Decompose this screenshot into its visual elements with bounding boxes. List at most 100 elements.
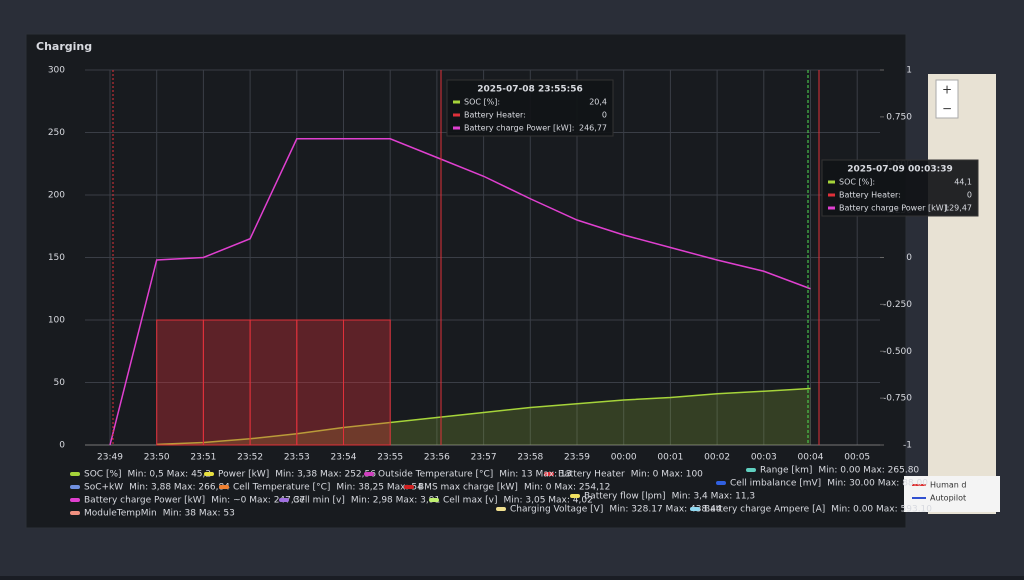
x-tick-label: 23:56 — [424, 453, 450, 463]
y2-tick-label: -1 — [903, 441, 912, 451]
legend-label: Charging Voltage [V] — [510, 505, 603, 515]
heater-bar — [343, 319, 391, 446]
tooltip — [446, 79, 614, 137]
x-tick-label: 00:04 — [798, 453, 824, 463]
legend-stats: Min: 3,4 Max: 11,3 — [672, 492, 756, 502]
map-legend — [904, 476, 1000, 512]
tooltip-label: Battery Heater: — [839, 191, 901, 200]
x-tick-label: 00:01 — [657, 453, 683, 463]
x-tick-label: 23:49 — [97, 453, 123, 463]
legend-item[interactable]: ModuleTempMin Min: 38 Max: 53 — [70, 509, 235, 519]
legend-swatch — [70, 498, 80, 502]
y2-tick-label: -0.750 — [883, 394, 912, 404]
legend-swatch — [70, 511, 80, 515]
legend-label: Cell Temperature [°C] — [233, 483, 330, 493]
legend-swatch — [279, 498, 289, 502]
x-tick-label: 00:02 — [704, 453, 730, 463]
x-tick-label: 23:59 — [564, 453, 590, 463]
legend-stats: Min: 0,5 Max: 45,2 — [128, 470, 212, 480]
tooltip-swatch — [453, 113, 460, 117]
tooltip-label: Battery charge Power [kW]: — [464, 124, 574, 133]
legend-label: Battery charge Ampere [A] — [704, 505, 825, 515]
tooltip-swatch — [828, 206, 835, 210]
legend-stats: Min: 3,88 Max: 266,84 — [129, 483, 230, 493]
legend-label: Range [km] — [760, 466, 812, 476]
legend-swatch — [690, 507, 700, 511]
legend-item[interactable]: Battery flow [lpm] Min: 3,4 Max: 11,3 — [570, 492, 755, 502]
legend-stats: Min: 0.00 Max: 593.10 — [831, 505, 932, 515]
zoom-out[interactable]: − — [942, 102, 952, 116]
legend-stats: Min: 38,25 Max: 54 — [336, 483, 423, 493]
legend-stats: Min: 3,05 Max: 4,02 — [504, 496, 593, 506]
legend-stats: Min: 30.00 Max: 88.00 — [827, 479, 928, 489]
legend-item[interactable]: SoC+kW Min: 3,88 Max: 266,84 — [70, 483, 230, 493]
x-tick-label: 23:54 — [331, 453, 357, 463]
series-line — [109, 138, 811, 446]
legend-stats: Min: 328.17 Max: 438.44 — [609, 505, 721, 515]
tooltip-label: Battery Heater: — [464, 111, 526, 120]
heater-bar — [202, 319, 251, 446]
x-tick-label: 23:58 — [517, 453, 543, 463]
legend-stats: Min: 0 Max: 100 — [631, 470, 703, 480]
legend-label: Outside Temperature [°C] — [378, 470, 493, 480]
legend-item[interactable]: Cell Temperature [°C] Min: 38,25 Max: 54 — [219, 483, 423, 493]
tooltip-swatch — [828, 180, 835, 184]
x-tick-label: 00:05 — [844, 453, 870, 463]
legend-label: Cell min [v] — [293, 496, 345, 506]
y2-tick-label: 1 — [906, 66, 912, 76]
zoom-in[interactable]: + — [942, 83, 952, 97]
legend-item[interactable]: Charging Voltage [V] Min: 328.17 Max: 438… — [496, 505, 722, 515]
x-tick-label: 23:51 — [190, 453, 216, 463]
chart-title: Charging — [36, 40, 92, 53]
y-tick-label: 50 — [54, 378, 66, 388]
legend-label: Cell imbalance [mV] — [730, 479, 821, 489]
tooltip-label: Battery charge Power [kW]: — [839, 204, 949, 213]
legend-label: SOC [%] — [84, 470, 122, 480]
legend-swatch — [404, 485, 414, 489]
legend-item[interactable]: Cell min [v] Min: 2,98 Max: 3,91 — [279, 496, 440, 506]
legend-label: SoC+kW — [84, 483, 123, 493]
series-line — [156, 387, 811, 446]
x-tick-label: 23:52 — [237, 453, 263, 463]
x-tick-label: 00:03 — [751, 453, 777, 463]
legend-label: Power [kW] — [218, 470, 269, 480]
legend-swatch — [70, 485, 80, 489]
y2-tick-label: 0 — [906, 253, 912, 263]
heater-bar — [156, 319, 204, 446]
legend-label: Battery Heater — [558, 470, 625, 480]
y-tick-label: 300 — [48, 66, 65, 76]
legend-item[interactable]: Battery charge Ampere [A] Min: 0.00 Max: … — [690, 505, 932, 515]
legend-item[interactable]: Battery charge Power [kW] Min: ~0 Max: 24… — [70, 496, 305, 506]
tooltip-label: SOC [%]: — [839, 178, 875, 187]
legend-item[interactable]: Cell max [v] Min: 3,05 Max: 4,02 — [429, 496, 593, 506]
tooltip-value: 44,1 — [954, 178, 972, 187]
tooltip-value: 129,47 — [944, 204, 972, 213]
tooltip-swatch — [453, 100, 460, 104]
legend-item[interactable]: SOC [%] Min: 0,5 Max: 45,2 — [70, 470, 211, 480]
legend-label: BMS max charge [kW] — [418, 483, 518, 493]
legend-item[interactable]: Cell imbalance [mV] Min: 30.00 Max: 88.00 — [716, 479, 928, 489]
legend-swatch — [496, 507, 506, 511]
legend-item[interactable]: Power [kW] Min: 3,38 Max: 252,56 — [204, 470, 376, 480]
legend-swatch — [219, 485, 229, 489]
tooltip-value: 246,77 — [579, 124, 607, 133]
legend-swatch — [70, 472, 80, 476]
legend-item[interactable]: Range [km] Min: 0.00 Max: 265.80 — [746, 466, 919, 476]
y-tick-label: 0 — [59, 441, 65, 451]
legend-item[interactable]: Outside Temperature [°C] Min: 13 Max: 13 — [364, 470, 571, 480]
heater-bar — [296, 319, 344, 446]
legend-swatch — [364, 472, 374, 476]
legend-label: ModuleTempMin — [84, 509, 157, 519]
legend-stats: Min: 13 Max: 13 — [499, 470, 571, 480]
y-tick-label: 100 — [48, 316, 65, 326]
legend-swatch — [429, 498, 439, 502]
x-tick-label: 23:55 — [377, 453, 403, 463]
legend-item[interactable]: Battery Heater Min: 0 Max: 100 — [544, 470, 703, 480]
legend-item[interactable]: BMS max charge [kW] Min: 0 Max: 254,12 — [404, 483, 610, 493]
tooltip — [821, 159, 979, 217]
y2-tick-label: -0.250 — [883, 300, 912, 310]
legend-stats: Min: 0.00 Max: 265.80 — [818, 466, 919, 476]
x-tick-label: 23:53 — [284, 453, 310, 463]
zoom-control — [935, 79, 959, 119]
